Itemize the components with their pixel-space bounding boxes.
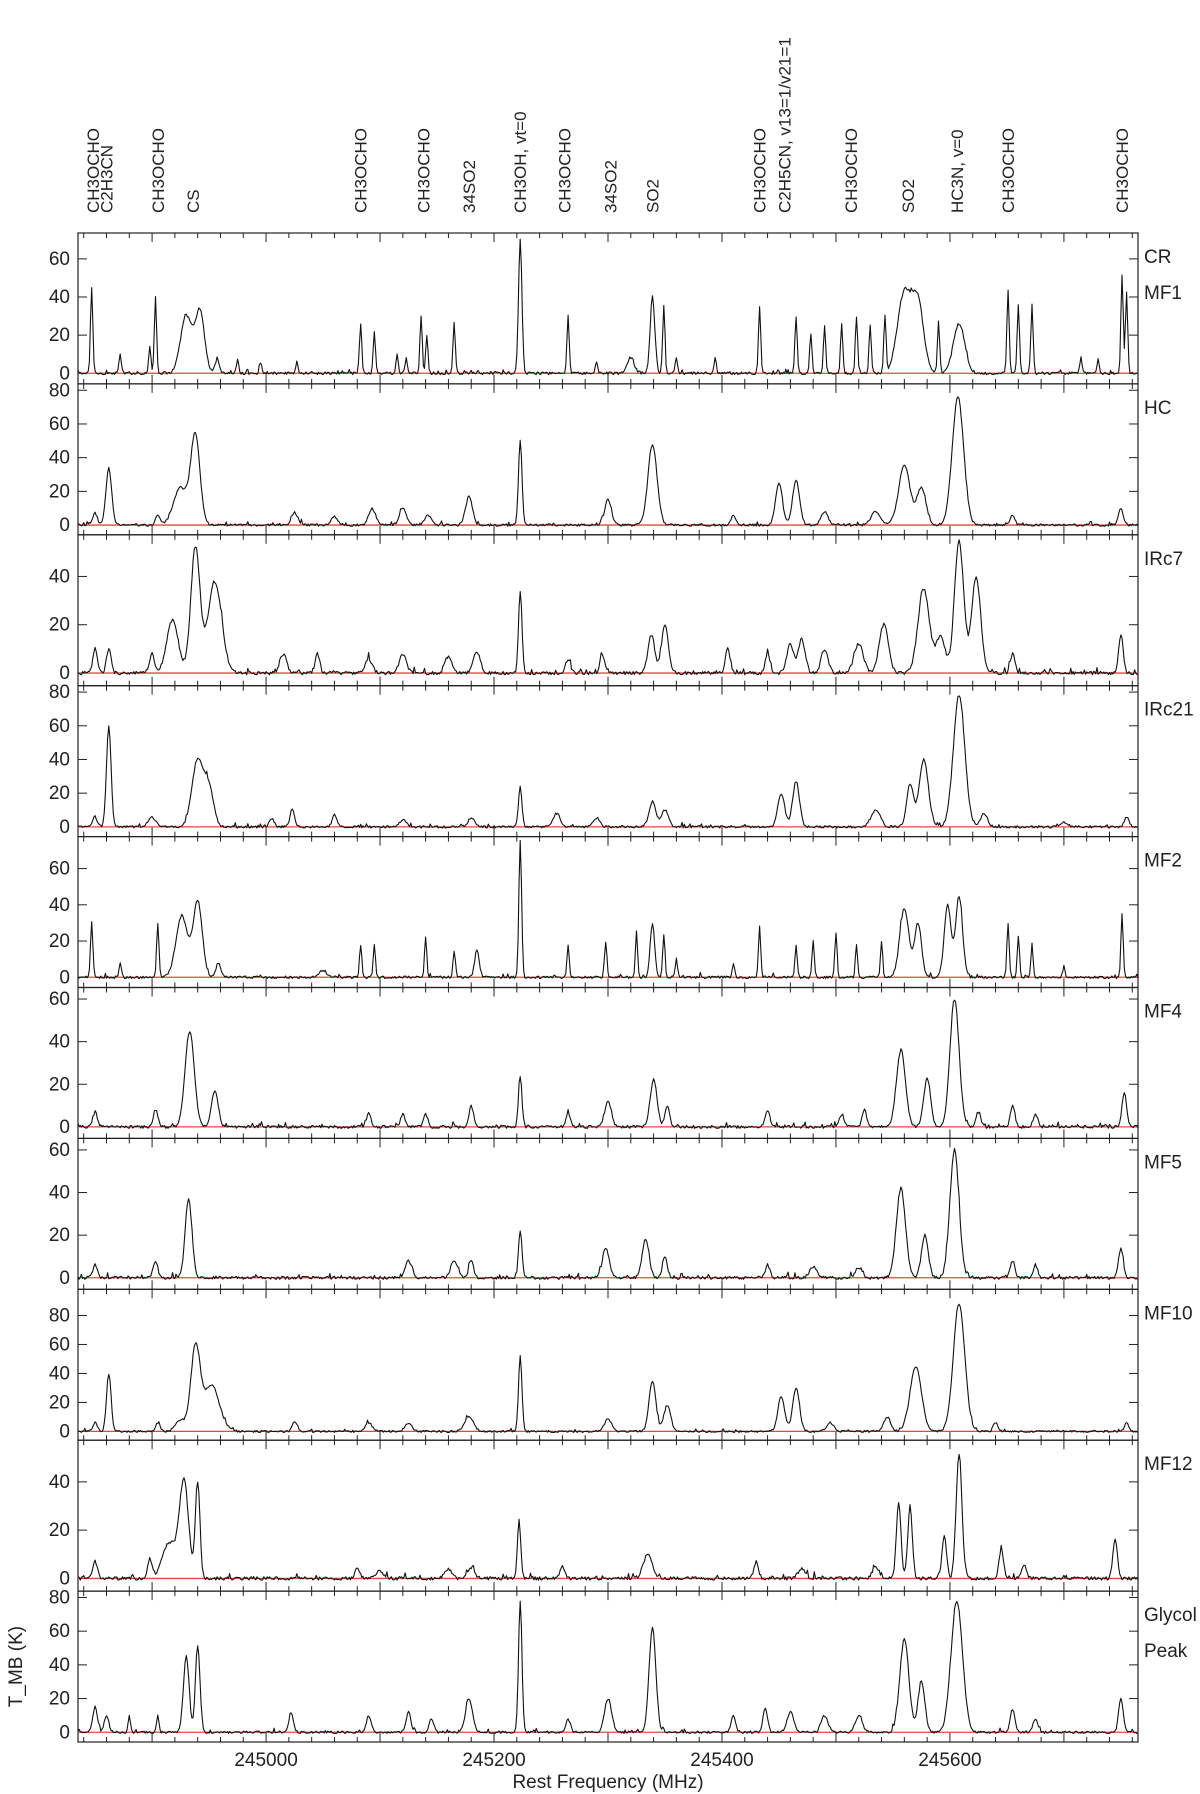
line-id-label: CH3OCHO [842,128,861,213]
line-id-label: CH3OCHO [751,128,770,213]
spectrum-line [77,396,1139,527]
panel-name-2: Peak [1144,1641,1188,1662]
y-tick-label: 80 [49,682,70,703]
y-tick-label: 0 [59,1421,70,1442]
panel-frame [77,685,1139,838]
line-id-label: C2H5CN, v13=1/v21=1 [776,37,795,213]
line-id-label: CH3OCHO [352,128,371,213]
y-tick-label: 0 [59,363,70,384]
panel-frame [77,1288,1139,1441]
line-id-label: 34SO2 [460,160,479,213]
y-tick-label: 0 [59,1268,70,1289]
y-tick-label: 60 [49,1140,70,1161]
y-tick-label: 0 [59,967,70,988]
y-axis-title: T_MB (K) [6,1626,27,1707]
x-tick-label: 245400 [690,1750,753,1771]
panel-frame [77,986,1139,1139]
y-tick-label: 80 [49,1587,70,1608]
y-tick-label: 40 [49,1655,70,1676]
y-tick-label: 40 [49,1363,70,1384]
y-tick-label: 20 [49,1392,70,1413]
y-tick-label: 0 [59,1568,70,1589]
y-tick-label: 60 [49,249,70,270]
x-tick-label: 245200 [462,1750,525,1771]
y-tick-label: 40 [49,1472,70,1493]
spectrum-line [77,539,1139,676]
y-tick-label: 60 [49,1334,70,1355]
y-tick-label: 40 [49,448,70,469]
line-id-label: C2H3CN [98,145,117,213]
panel-name: CR [1144,247,1171,268]
y-tick-label: 40 [49,287,70,308]
y-tick-label: 0 [59,663,70,684]
y-tick-label: 60 [49,716,70,737]
line-id-label: CH3OCHO [149,128,168,213]
line-id-label: 34SO2 [601,160,620,213]
panel-name: MF10 [1144,1303,1193,1324]
y-tick-label: 20 [49,783,70,804]
spectrum-line [77,839,1139,980]
y-tick-label: 40 [49,895,70,916]
y-tick-label: 20 [49,1074,70,1095]
panel-frame [77,1137,1139,1290]
line-id-label: CH3OCHO [1113,128,1132,213]
y-tick-label: 40 [49,749,70,770]
x-axis-title: Rest Frequency (MHz) [512,1772,703,1793]
y-tick-label: 60 [49,859,70,880]
panel-name-2: MF1 [1144,283,1182,304]
line-id-label: SO2 [899,179,918,213]
y-tick-label: 40 [49,566,70,587]
panel-frame [77,383,1139,536]
panel-name: IRc7 [1144,549,1183,570]
panel-frame [77,1590,1139,1743]
line-id-label: CS [184,189,203,213]
line-id-label: CH3OCHO [84,128,103,213]
panel-name: Glycol [1144,1605,1197,1626]
line-id-label: CH3OCHO [556,128,575,213]
panel-name: MF2 [1144,851,1182,872]
y-tick-label: 20 [49,931,70,952]
panel-name: MF5 [1144,1152,1182,1173]
line-id-label: CH3OCHO [999,128,1018,213]
y-tick-label: 40 [49,1032,70,1053]
spectrum-line [77,1453,1139,1581]
y-tick-label: 80 [49,1305,70,1326]
spectrum-line [77,999,1139,1129]
y-tick-label: 0 [59,515,70,536]
y-tick-label: 20 [49,615,70,636]
line-id-label: CH3OH, vt=0 [511,111,530,213]
y-tick-label: 60 [49,989,70,1010]
y-tick-label: 80 [49,380,70,401]
x-tick-label: 245600 [918,1750,981,1771]
panel-name: MF4 [1144,1002,1182,1023]
y-tick-label: 0 [59,1117,70,1138]
y-tick-label: 20 [49,481,70,502]
line-id-label: CH3OCHO [414,128,433,213]
line-id-label: SO2 [644,179,663,213]
y-tick-label: 20 [49,1520,70,1541]
y-tick-label: 20 [49,1225,70,1246]
spectrum-line [77,1147,1139,1280]
spectrum-line [77,1303,1139,1433]
panel-name: IRc21 [1144,700,1194,721]
y-tick-label: 20 [49,325,70,346]
y-tick-label: 0 [59,1722,70,1743]
panel-frame [77,534,1139,687]
panel-name: HC [1144,398,1171,419]
spectrum-line [77,1600,1139,1734]
y-tick-label: 20 [49,1689,70,1710]
panel-name: MF12 [1144,1454,1193,1475]
line-id-label: HC3N, v=0 [948,129,967,213]
spectrum-line [77,695,1139,829]
spectrum-line [77,238,1139,376]
y-tick-label: 0 [59,817,70,838]
x-tick-label: 245000 [234,1750,297,1771]
panel-frame [77,1439,1139,1592]
y-tick-label: 40 [49,1183,70,1204]
y-tick-label: 60 [49,414,70,435]
y-tick-label: 60 [49,1621,70,1642]
